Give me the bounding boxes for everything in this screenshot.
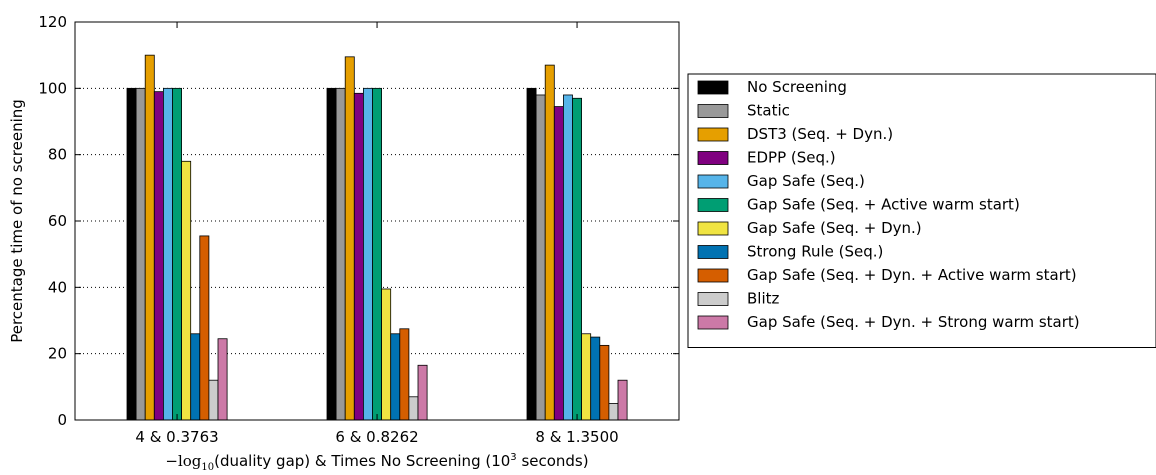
- bar: [190, 333, 201, 421]
- bar: [172, 87, 183, 421]
- x-axis-label-tail: seconds): [517, 452, 589, 470]
- legend-label: Gap Safe (Seq. + Active warm start): [747, 196, 1020, 214]
- bar: [181, 160, 192, 421]
- bar: [362, 87, 373, 421]
- x-tick-label: 6 & 0.8262: [335, 428, 418, 446]
- x-axis: 4 & 0.3763 6 & 0.8262 8 & 1.3500: [135, 22, 619, 446]
- y-tick-label: 40: [48, 278, 67, 296]
- legend-label: EDPP (Seq.): [747, 149, 836, 167]
- bar: [390, 333, 401, 421]
- legend-swatch: [697, 80, 729, 95]
- legend-label: Static: [747, 102, 790, 120]
- y-tick-label: 80: [48, 146, 67, 164]
- y-tick-label: 20: [48, 345, 67, 363]
- bar: [353, 92, 364, 421]
- legend-swatch: [697, 151, 729, 165]
- legend-swatch: [697, 292, 729, 306]
- legend-swatch: [697, 127, 729, 142]
- legend-label: DST3 (Seq. + Dyn.): [747, 125, 893, 143]
- bar: [217, 338, 228, 421]
- bar: [199, 235, 210, 421]
- x-axis-label: −log10(duality gap) & Times No Screening…: [165, 452, 588, 473]
- legend-swatch: [697, 268, 729, 283]
- y-tick-label: 0: [57, 411, 67, 429]
- bar: [208, 379, 219, 421]
- y-axis: 0 20 40 60 80 100 120: [38, 13, 679, 429]
- legend-swatch: [697, 174, 729, 189]
- bar: [326, 87, 337, 421]
- legend-label: Gap Safe (Seq. + Dyn.): [747, 219, 922, 237]
- legend-swatch: [697, 221, 729, 236]
- legend-label: Gap Safe (Seq.): [747, 172, 865, 190]
- bars-group: [126, 54, 628, 421]
- x-axis-label-text: (duality gap) & Times No Screening (10: [214, 452, 510, 470]
- bar: [590, 336, 601, 421]
- legend-label: Strong Rule (Seq.): [747, 243, 883, 261]
- bar: [526, 87, 537, 421]
- bar: [599, 344, 610, 421]
- bar: [126, 87, 137, 421]
- bar: [372, 87, 383, 421]
- bar: [153, 91, 164, 421]
- legend-frame: [687, 73, 1156, 348]
- legend-label: No Screening: [747, 78, 847, 96]
- bar: [335, 87, 346, 421]
- bar: [572, 97, 583, 421]
- legend-swatch: [697, 315, 729, 330]
- x-axis-label-math-sub: 10: [201, 462, 214, 473]
- x-tick-label: 8 & 1.3500: [535, 428, 618, 446]
- bar: [399, 328, 410, 421]
- legend: No Screening Static DST3 (Seq. + Dyn.) EDPP…: [687, 73, 1156, 348]
- legend-label: Gap Safe (Seq. + Dyn. + Strong warm star…: [747, 313, 1080, 331]
- bar: [344, 56, 355, 421]
- bar: [535, 94, 546, 421]
- bar: [608, 403, 619, 421]
- y-tick-label: 100: [38, 79, 67, 97]
- y-tick-label: 60: [48, 212, 67, 230]
- legend-label: Blitz: [747, 290, 780, 308]
- legend-swatch: [697, 245, 729, 259]
- x-tick-label: 4 & 0.3763: [135, 428, 218, 446]
- bar: [408, 396, 419, 421]
- y-tick-label: 120: [38, 13, 67, 31]
- x-axis-label-math: −log: [165, 452, 201, 470]
- bar: [617, 379, 628, 421]
- bar: [135, 87, 146, 421]
- legend-label: Gap Safe (Seq. + Dyn. + Active warm star…: [747, 266, 1077, 284]
- bar: [381, 288, 392, 421]
- bar: [581, 333, 592, 421]
- legend-swatch: [697, 198, 729, 212]
- y-axis-label: Percentage time of no screening: [8, 99, 26, 343]
- bar: [417, 364, 428, 421]
- bar: [563, 94, 573, 421]
- bar: [162, 87, 173, 421]
- x-axis-label-sup: 3: [510, 452, 516, 463]
- bar: [544, 64, 555, 421]
- legend-swatch: [697, 104, 729, 118]
- bar: [144, 54, 155, 421]
- bar: [553, 106, 564, 421]
